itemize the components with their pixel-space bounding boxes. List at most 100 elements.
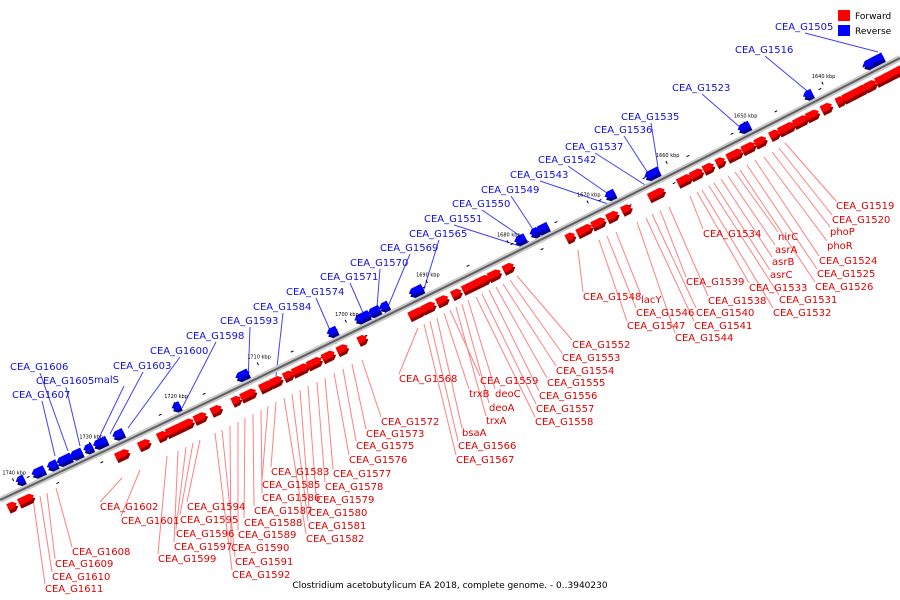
forward-gene-label: phoR	[827, 241, 853, 252]
tick-mark	[256, 362, 259, 366]
forward-label-connector	[243, 417, 246, 519]
forward-gene-label: nirC	[778, 232, 798, 243]
tick-label: 1710 kbp	[247, 354, 271, 360]
reverse-label-connector	[764, 55, 813, 96]
forward-label-connector	[342, 368, 357, 442]
forward-gene-label: CEA_G1547	[627, 321, 685, 332]
forward-gene-label: CEA_G1553	[562, 353, 620, 364]
forward-gene-arrow	[407, 307, 425, 320]
tick-mark	[506, 240, 509, 244]
forward-gene-label: CEA_G1555	[547, 378, 605, 389]
forward-label-connector	[668, 206, 709, 297]
forward-gene-arrow	[113, 449, 130, 461]
forward-label-connector	[763, 156, 828, 242]
forward-label-connector	[260, 409, 263, 494]
legend: Forward Reverse	[838, 10, 892, 37]
forward-label-connector	[746, 164, 818, 270]
forward-gene-arrow	[619, 204, 632, 214]
forward-gene-arrow	[320, 350, 335, 362]
forward-label-connector	[696, 191, 750, 284]
forward-label-connector	[307, 385, 317, 496]
forward-label-connector	[727, 175, 776, 246]
forward-gene-label: CEA_G1586	[262, 493, 320, 504]
forward-gene-label: CEA_G1568	[399, 374, 457, 385]
forward-gene-arrow	[164, 423, 183, 437]
forward-gene-label: CEA_G1552	[572, 340, 630, 351]
forward-gene-label: CEA_G1585	[262, 480, 320, 491]
tick-mark	[425, 280, 428, 284]
forward-gene-arrow	[725, 148, 743, 161]
forward-gene-label: CEA_G1559	[480, 376, 538, 387]
forward-label-connector	[461, 303, 490, 404]
forward-gene-arrow	[177, 418, 194, 430]
forward-gene-arrow	[891, 65, 900, 76]
forward-label-connector	[316, 381, 326, 483]
forward-label-connector	[229, 425, 232, 544]
reverse-gene-arrow	[69, 447, 84, 458]
reverse-gene-label: CEA_G1605	[36, 376, 94, 387]
forward-gene-label: CEA_G1520	[832, 215, 890, 226]
tick-label: 1700 kbp	[335, 312, 359, 318]
forward-gene-arrow	[564, 232, 575, 242]
reverse-gene-arrow	[56, 452, 73, 465]
genome-axis	[0, 55, 900, 505]
reverse-gene-arrow	[83, 442, 94, 452]
forward-gene-arrow	[575, 224, 593, 237]
forward-gene-label: CEA_G1579	[316, 495, 374, 506]
forward-gene-arrow	[239, 388, 256, 401]
axis-line	[0, 57, 900, 501]
forward-gene-arrow	[486, 269, 501, 281]
reverse-gene-arrow	[514, 233, 527, 244]
forward-gene-label: trxB	[469, 389, 490, 400]
forward-gene-arrow	[230, 395, 241, 405]
legend-forward-label: Forward	[855, 12, 891, 22]
reverse-gene-arrow	[112, 428, 125, 438]
reverse-gene-arrow	[802, 88, 814, 98]
forward-gene-arrow	[335, 344, 348, 355]
reverse-label-connector	[539, 180, 615, 207]
reverse-gene-label: CEA_G1600	[150, 346, 208, 357]
forward-label-connector	[175, 446, 187, 530]
forward-gene-label: CEA_G1594	[187, 502, 245, 513]
tick-label: 1690 kbp	[416, 272, 440, 278]
forward-gene-arrow	[863, 80, 877, 91]
forward-gene-arrow	[258, 380, 274, 392]
tick-label: 1660 kbp	[656, 153, 680, 159]
forward-gene-arrow	[209, 405, 222, 415]
forward-label-connector	[636, 221, 676, 334]
reverse-gene-label: CEA_G1542	[538, 155, 596, 166]
forward-gene-label: CEA_G1544	[675, 333, 733, 344]
tick-mark	[665, 160, 668, 164]
axis-dash	[290, 350, 294, 353]
reverse-gene-label: CEA_G1606	[10, 362, 68, 373]
forward-gene-label: CEA_G1578	[325, 482, 383, 493]
forward-label-connector	[516, 275, 573, 341]
reverse-gene-arrow	[408, 283, 424, 296]
tick-mark	[88, 442, 92, 446]
forward-gene-arrow	[356, 334, 367, 344]
forward-label-connector	[157, 455, 168, 555]
forward-gene-label: CEA_G1595	[180, 515, 238, 526]
reverse-gene-label: CEA_G1516	[735, 45, 793, 56]
axis-dash	[774, 110, 778, 113]
forward-label-connector	[502, 283, 557, 367]
forward-gene-arrow	[449, 288, 462, 299]
axis-ticks: 1640 kbp 1650 kbp 1660 kbp 1670 kbp 1680 kbp…	[2, 74, 835, 482]
axis-dash	[100, 461, 104, 464]
reverse-gene-arrow	[604, 188, 617, 199]
forward-gene-label: asrC	[770, 270, 792, 281]
forward-gene-arrow	[155, 430, 168, 441]
reverse-label-connector	[109, 371, 144, 435]
tick-mark	[743, 121, 746, 125]
forward-gene-label: CEA_G1538	[708, 296, 766, 307]
forward-label-connector	[778, 147, 833, 216]
tick-label: 1680 kbp	[497, 232, 521, 238]
forward-gene-label: CEA_G1589	[238, 530, 296, 541]
reverse-gene-label: CEA_G1523	[672, 83, 730, 94]
forward-gene-label: CEA_G1556	[539, 391, 597, 402]
reverse-gene-label: CEA_G1569	[380, 243, 438, 254]
forward-label-connector	[186, 439, 201, 503]
axis-dash	[672, 182, 676, 185]
axis-dash	[686, 154, 690, 158]
forward-gene-arrow	[646, 187, 665, 201]
